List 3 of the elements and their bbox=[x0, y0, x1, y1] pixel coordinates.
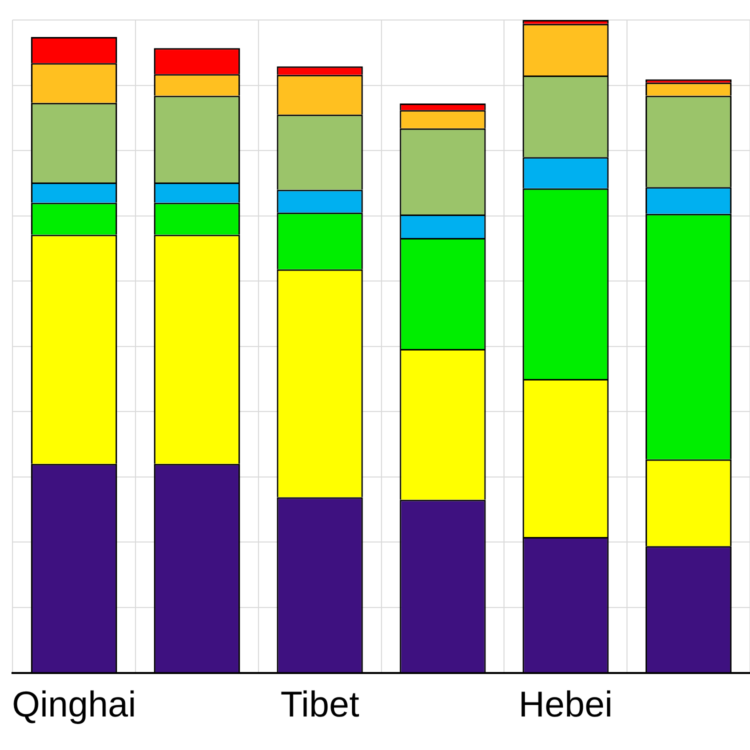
x-tick-label: Qinghai bbox=[12, 683, 136, 724]
x-tick-label: Hebei bbox=[518, 683, 613, 724]
x-tick-label: Tibet bbox=[280, 683, 360, 724]
